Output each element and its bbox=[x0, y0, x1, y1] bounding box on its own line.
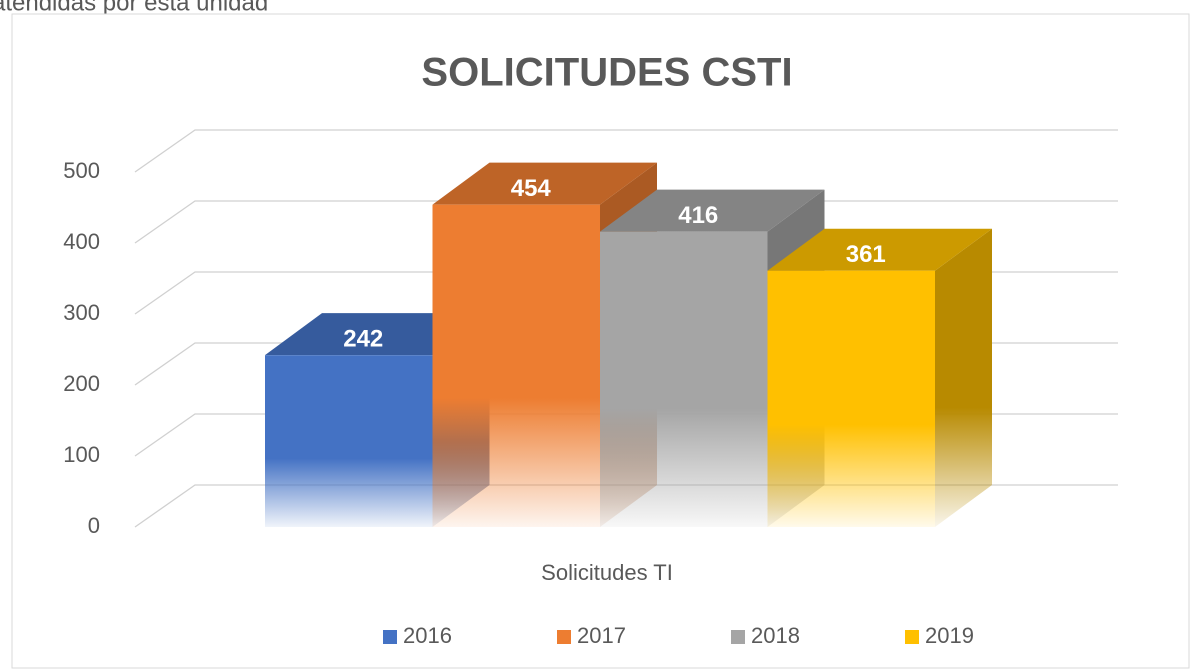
bar-front bbox=[265, 355, 433, 527]
grid-line bbox=[134, 129, 1118, 173]
bar-side bbox=[935, 228, 992, 527]
chart-title: SOLICITUDES CSTI bbox=[421, 51, 792, 95]
caption: atendidas por esta unidad bbox=[0, 0, 268, 16]
legend-label: 2018 bbox=[751, 623, 800, 648]
legend-label: 2017 bbox=[577, 623, 626, 648]
y-tick-label: 100 bbox=[63, 442, 100, 467]
bar-front bbox=[600, 231, 768, 527]
legend-swatch bbox=[557, 630, 571, 644]
bar-top bbox=[432, 162, 657, 205]
data-label: 242 bbox=[343, 326, 383, 353]
data-label: 416 bbox=[678, 202, 718, 229]
bar-top bbox=[767, 228, 992, 271]
y-tick-label: 400 bbox=[63, 229, 100, 254]
data-label: 361 bbox=[846, 241, 886, 268]
legend-swatch bbox=[383, 630, 397, 644]
bar bbox=[432, 162, 657, 527]
bar-front bbox=[767, 270, 935, 527]
legend-label: 2016 bbox=[403, 623, 452, 648]
legend-label: 2019 bbox=[925, 623, 974, 648]
bar-front bbox=[432, 204, 600, 527]
legend-swatch bbox=[905, 630, 919, 644]
bar bbox=[767, 228, 992, 527]
legend-swatch bbox=[731, 630, 745, 644]
y-tick-label: 300 bbox=[63, 300, 100, 325]
y-tick-label: 500 bbox=[63, 158, 100, 183]
data-label: 454 bbox=[511, 175, 552, 202]
y-tick-label: 200 bbox=[63, 371, 100, 396]
y-tick-label: 0 bbox=[88, 513, 100, 538]
bar-top bbox=[600, 189, 825, 232]
x-tick-label: Solicitudes TI bbox=[541, 560, 673, 585]
